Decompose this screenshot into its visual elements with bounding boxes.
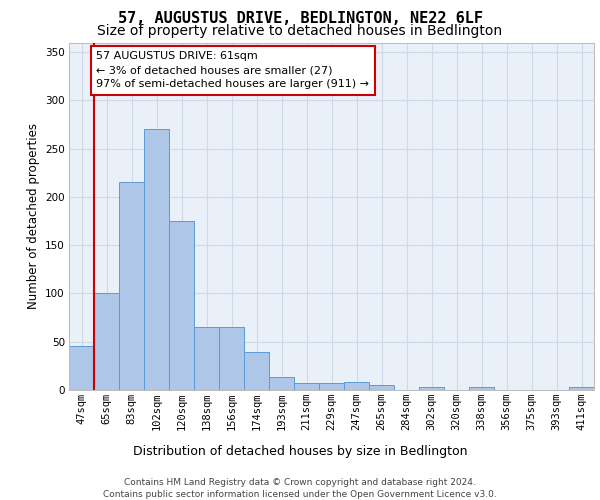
Bar bbox=[419, 387, 444, 390]
Text: Size of property relative to detached houses in Bedlington: Size of property relative to detached ho… bbox=[97, 24, 503, 38]
Bar bbox=[69, 346, 94, 390]
Bar bbox=[94, 292, 119, 390]
Bar bbox=[169, 221, 194, 390]
Bar bbox=[219, 328, 244, 390]
Bar bbox=[194, 328, 219, 390]
Bar bbox=[469, 387, 494, 390]
Bar bbox=[294, 383, 319, 390]
Text: Contains HM Land Registry data © Crown copyright and database right 2024.
Contai: Contains HM Land Registry data © Crown c… bbox=[103, 478, 497, 499]
Bar bbox=[269, 378, 294, 390]
Text: 57, AUGUSTUS DRIVE, BEDLINGTON, NE22 6LF: 57, AUGUSTUS DRIVE, BEDLINGTON, NE22 6LF bbox=[118, 11, 482, 26]
Text: 57 AUGUSTUS DRIVE: 61sqm
← 3% of detached houses are smaller (27)
97% of semi-de: 57 AUGUSTUS DRIVE: 61sqm ← 3% of detache… bbox=[97, 51, 370, 89]
Bar bbox=[569, 387, 594, 390]
Y-axis label: Number of detached properties: Number of detached properties bbox=[26, 123, 40, 309]
Bar bbox=[369, 385, 394, 390]
Bar bbox=[244, 352, 269, 390]
Bar bbox=[144, 130, 169, 390]
Bar bbox=[344, 382, 369, 390]
Bar bbox=[319, 383, 344, 390]
Text: Distribution of detached houses by size in Bedlington: Distribution of detached houses by size … bbox=[133, 444, 467, 458]
Bar bbox=[119, 182, 144, 390]
